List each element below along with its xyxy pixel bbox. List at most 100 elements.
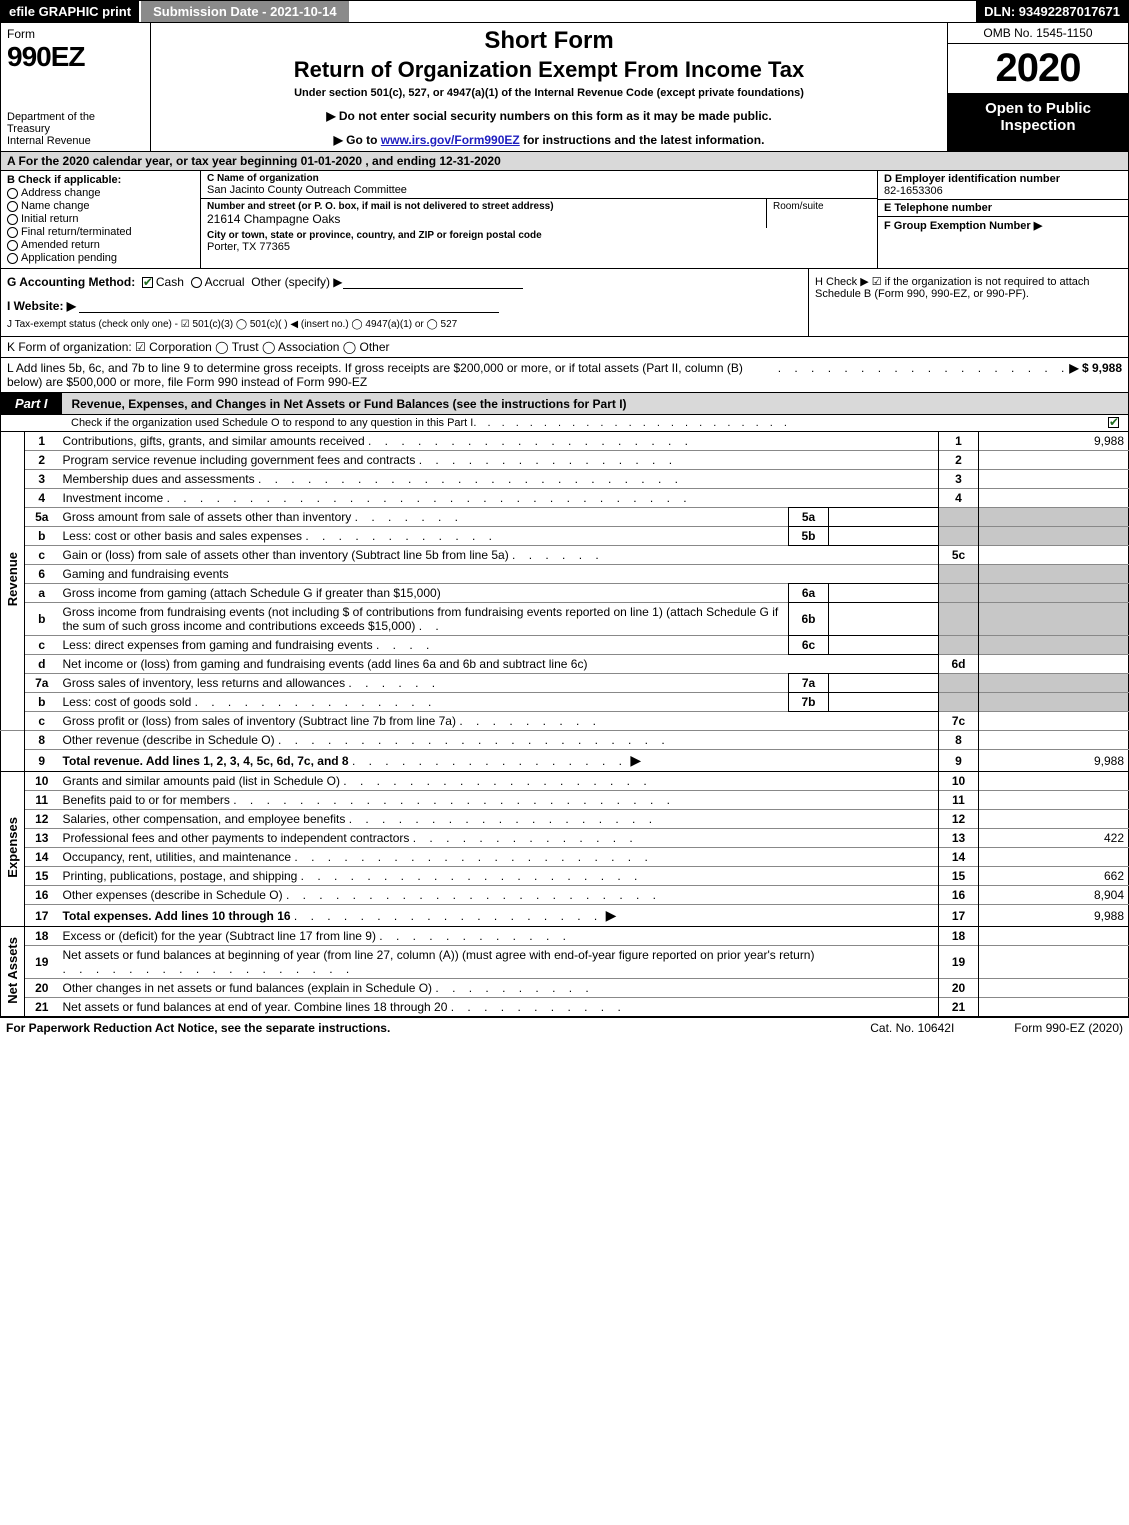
line-desc: Salaries, other compensation, and employ… xyxy=(59,810,939,829)
section-c: C Name of organization San Jacinto Count… xyxy=(201,171,878,268)
col-num-shaded xyxy=(939,603,979,636)
website-label: I Website: ▶ xyxy=(7,299,76,313)
row-h: H Check ▶ ☑ if the organization is not r… xyxy=(808,269,1128,336)
cb-final-return[interactable]: Final return/terminated xyxy=(7,226,194,238)
row-g: G Accounting Method: Cash Accrual Other … xyxy=(1,269,808,336)
line-num: c xyxy=(25,636,59,655)
website-input[interactable] xyxy=(79,301,499,313)
line-num: 15 xyxy=(25,867,59,886)
col-val-shaded xyxy=(979,603,1129,636)
form-number: 990EZ xyxy=(7,41,144,73)
line-num: b xyxy=(25,693,59,712)
col-num: 4 xyxy=(939,489,979,508)
catalog-number: Cat. No. 10642I xyxy=(870,1021,954,1035)
col-num: 5c xyxy=(939,546,979,565)
line-desc: Net assets or fund balances at beginning… xyxy=(59,946,939,979)
ein-label: D Employer identification number xyxy=(884,173,1122,185)
line-desc: Other expenses (describe in Schedule O) … xyxy=(59,886,939,905)
street-label: Number and street (or P. O. box, if mail… xyxy=(207,201,760,212)
form-title-block: Short Form Return of Organization Exempt… xyxy=(151,23,948,151)
line-desc: Net income or (loss) from gaming and fun… xyxy=(59,655,939,674)
col-val xyxy=(979,848,1129,867)
col-num: 16 xyxy=(939,886,979,905)
line-desc: Gain or (loss) from sale of assets other… xyxy=(59,546,939,565)
form-ref: Form 990-EZ (2020) xyxy=(1014,1021,1123,1035)
short-form-title: Short Form xyxy=(161,27,937,55)
line-desc: Less: cost of goods sold . . . . . . . .… xyxy=(59,693,789,712)
cb-schedule-o[interactable] xyxy=(1108,417,1119,428)
line-num: 16 xyxy=(25,886,59,905)
line-desc: Program service revenue including govern… xyxy=(59,451,939,470)
line-num: 9 xyxy=(25,750,59,772)
page-footer: For Paperwork Reduction Act Notice, see … xyxy=(0,1017,1129,1038)
line-desc: Gross sales of inventory, less returns a… xyxy=(59,674,789,693)
pra-notice: For Paperwork Reduction Act Notice, see … xyxy=(6,1021,390,1035)
ein-value: 82-1653306 xyxy=(884,185,1122,197)
org-name-label: C Name of organization xyxy=(207,173,871,184)
col-num: 10 xyxy=(939,772,979,791)
line-num: 17 xyxy=(25,905,59,927)
mini-num: 6c xyxy=(789,636,829,655)
cb-initial-return[interactable]: Initial return xyxy=(7,213,194,225)
section-bcd: B Check if applicable: Address change Na… xyxy=(0,171,1129,269)
line-desc: Printing, publications, postage, and shi… xyxy=(59,867,939,886)
col-val xyxy=(979,772,1129,791)
line-num: 13 xyxy=(25,829,59,848)
tax-year: 2020 xyxy=(948,44,1128,94)
cb-cash[interactable] xyxy=(142,277,153,288)
mini-val xyxy=(829,584,939,603)
line-desc: Other revenue (describe in Schedule O) .… xyxy=(59,731,939,750)
col-num-shaded xyxy=(939,508,979,527)
cb-application-pending[interactable]: Application pending xyxy=(7,252,194,264)
check-schedule-o-text: Check if the organization used Schedule … xyxy=(71,417,473,429)
dept-line-1: Department of the xyxy=(7,111,144,123)
cb-amended-return[interactable]: Amended return xyxy=(7,239,194,251)
irs-link[interactable]: www.irs.gov/Form990EZ xyxy=(381,133,520,147)
under-section-text: Under section 501(c), 527, or 4947(a)(1)… xyxy=(161,87,937,99)
mini-val xyxy=(829,693,939,712)
row-l-text: L Add lines 5b, 6c, and 7b to line 9 to … xyxy=(7,361,778,389)
col-val-shaded xyxy=(979,508,1129,527)
line-desc: Less: direct expenses from gaming and fu… xyxy=(59,636,789,655)
col-num: 20 xyxy=(939,979,979,998)
line-num: 11 xyxy=(25,791,59,810)
col-val-shaded xyxy=(979,584,1129,603)
col-val xyxy=(979,712,1129,731)
line-desc: Excess or (deficit) for the year (Subtra… xyxy=(59,927,939,946)
cb-address-change[interactable]: Address change xyxy=(7,187,194,199)
col-val-shaded xyxy=(979,527,1129,546)
accounting-label: G Accounting Method: xyxy=(7,275,135,289)
line-num: c xyxy=(25,712,59,731)
line-num: 10 xyxy=(25,772,59,791)
city-state-zip: Porter, TX 77365 xyxy=(207,241,871,253)
expenses-side-label: Expenses xyxy=(1,772,25,927)
header-right-col: OMB No. 1545-1150 2020 Open to Public In… xyxy=(948,23,1128,151)
dept-line-2: Treasury xyxy=(7,123,144,135)
section-b: B Check if applicable: Address change Na… xyxy=(1,171,201,268)
col-val: 662 xyxy=(979,867,1129,886)
line-desc: Gross income from fundraising events (no… xyxy=(59,603,789,636)
expenses-table: Expenses 10 Grants and similar amounts p… xyxy=(0,772,1129,927)
line-desc: Contributions, gifts, grants, and simila… xyxy=(59,432,939,451)
col-val xyxy=(979,791,1129,810)
mini-num: 5b xyxy=(789,527,829,546)
other-specify-input[interactable] xyxy=(343,277,523,289)
col-val xyxy=(979,946,1129,979)
row-l-amount: ▶ $ 9,988 xyxy=(1069,361,1122,389)
line-desc: Other changes in net assets or fund bala… xyxy=(59,979,939,998)
arrow-icon: ▶ xyxy=(606,907,617,923)
col-val-shaded xyxy=(979,674,1129,693)
line-desc: Grants and similar amounts paid (list in… xyxy=(59,772,939,791)
col-num-shaded xyxy=(939,674,979,693)
col-num: 17 xyxy=(939,905,979,927)
col-num: 18 xyxy=(939,927,979,946)
section-def: D Employer identification number 82-1653… xyxy=(878,171,1128,268)
omb-number: OMB No. 1545-1150 xyxy=(948,23,1128,44)
form-header: Form 990EZ Department of the Treasury In… xyxy=(0,23,1129,152)
mini-num: 6b xyxy=(789,603,829,636)
part-i-tab: Part I xyxy=(1,393,62,414)
col-val: 9,988 xyxy=(979,905,1129,927)
cb-accrual[interactable] xyxy=(191,277,202,288)
phone-label: E Telephone number xyxy=(884,202,1122,214)
cb-name-change[interactable]: Name change xyxy=(7,200,194,212)
